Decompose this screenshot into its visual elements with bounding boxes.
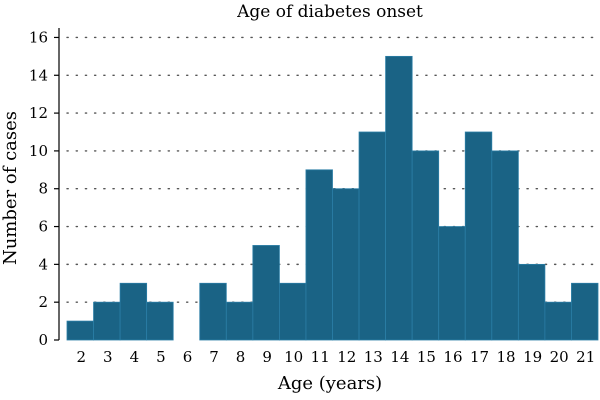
x-tick-label: 9 — [262, 348, 272, 366]
x-tick-label: 8 — [236, 348, 246, 366]
bar-18 — [491, 150, 519, 341]
bar-3 — [93, 301, 121, 341]
bar-10 — [278, 282, 307, 341]
x-tick-label: 5 — [156, 348, 166, 366]
bar-12 — [332, 188, 360, 341]
bar-4 — [119, 282, 148, 341]
y-tick-label: 4 — [38, 255, 48, 273]
bar-11 — [305, 169, 333, 341]
bar-15 — [411, 150, 440, 341]
y-tick-label: 10 — [29, 142, 48, 160]
bar-9 — [252, 245, 280, 341]
bars — [66, 55, 599, 341]
bar-21 — [571, 282, 599, 341]
x-ticks: 2 3 4 5 6 7 8 9 10 11 12 13 14 15 16 17 18 19 20 21 — [77, 348, 596, 366]
bar-19 — [517, 263, 546, 341]
x-tick-label: 13 — [364, 348, 383, 366]
x-tick-label: 6 — [183, 348, 193, 366]
x-tick-label: 20 — [550, 348, 569, 366]
y-tick-label: 12 — [29, 104, 48, 122]
x-tick-label: 15 — [417, 348, 436, 366]
x-tick-label: 2 — [77, 348, 87, 366]
y-tick-label: 16 — [29, 28, 48, 46]
x-tick-label: 4 — [130, 348, 140, 366]
x-tick-label: 11 — [311, 348, 330, 366]
bar-20 — [544, 301, 572, 341]
x-tick-label: 7 — [209, 348, 219, 366]
x-tick-label: 21 — [576, 348, 595, 366]
x-tick-label: 3 — [103, 348, 113, 366]
bar-7 — [199, 282, 227, 341]
bar-13 — [358, 131, 386, 341]
bar-8 — [225, 301, 254, 341]
x-tick-label: 10 — [284, 348, 303, 366]
y-tick-label: 8 — [38, 180, 48, 198]
y-tick-label: 0 — [38, 331, 48, 349]
bar-16 — [438, 226, 466, 341]
y-tick-label: 14 — [29, 66, 48, 84]
chart-title: Age of diabetes onset — [236, 2, 423, 22]
x-tick-label: 12 — [337, 348, 356, 366]
x-tick-label: 18 — [497, 348, 516, 366]
x-tick-label: 17 — [470, 348, 489, 366]
bar-5 — [146, 301, 174, 341]
x-axis-label: Age (years) — [277, 373, 382, 394]
x-tick-label: 19 — [523, 348, 542, 366]
y-axis-label: Number of cases — [0, 111, 21, 265]
y-tick-label: 6 — [38, 218, 48, 236]
bar-2 — [66, 320, 94, 341]
x-tick-label: 14 — [390, 348, 409, 366]
bar-17 — [464, 131, 493, 341]
y-ticks: 0 2 4 6 8 10 12 14 16 — [29, 28, 59, 349]
bar-14 — [385, 55, 413, 341]
y-tick-label: 2 — [38, 293, 48, 311]
x-tick-label: 16 — [443, 348, 462, 366]
